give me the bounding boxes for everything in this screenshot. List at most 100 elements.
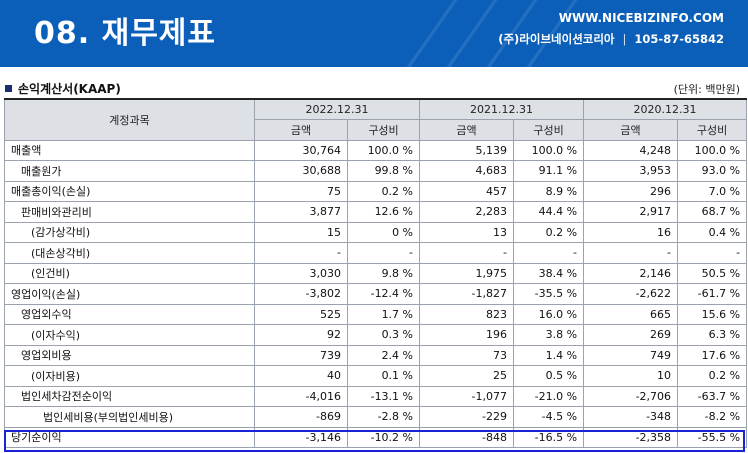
ratio-cell: 99.8 %	[346, 160, 421, 182]
amount-cell: 269	[583, 324, 679, 346]
ratio-cell: -16.5 %	[513, 426, 585, 448]
amount-cell: 2,146	[583, 262, 679, 284]
amount-cell: 3,877	[254, 201, 348, 223]
ratio-header: 구성비	[346, 119, 421, 141]
ratio-cell: 1.4 %	[513, 344, 585, 366]
amount-cell: 739	[254, 344, 348, 366]
ratio-cell: -13.1 %	[346, 385, 421, 407]
ratio-cell: -61.7 %	[677, 283, 748, 305]
ratio-cell: 0 %	[346, 221, 421, 243]
account-item: 영업외비용	[4, 344, 255, 366]
amount-cell: 2,283	[419, 201, 515, 223]
amount-cell: -2,706	[583, 385, 679, 407]
table-row: 법인세비용(부의법인세비용) -869 -2.8 % -229 -4.5 % -348 -8…	[4, 406, 748, 428]
ratio-cell: 1.7 %	[346, 303, 421, 325]
amount-cell: 16	[583, 221, 679, 243]
amount-cell: 30,688	[254, 160, 348, 182]
header-banner: 08. 재무제표 WWW.NICEBIZINFO.COM (주)라이브네이션코리…	[0, 0, 748, 67]
amount-cell: 30,764	[254, 139, 348, 161]
account-item: 매출총이익(손실)	[4, 180, 255, 202]
ratio-cell: 0.4 %	[677, 221, 748, 243]
page-title: 08. 재무제표	[34, 16, 216, 51]
ratio-cell: 44.4 %	[513, 201, 585, 223]
table-row: 당기순이익 -3,146 -10.2 % -848 -16.5 % -2,358 -55.5…	[4, 426, 748, 448]
account-item: (감가상각비)	[4, 221, 255, 243]
ratio-cell: 100.0 %	[346, 139, 421, 161]
ratio-header: 구성비	[513, 119, 585, 141]
amount-cell: -3,802	[254, 283, 348, 305]
ratio-header: 구성비	[677, 119, 748, 141]
banner-decor-stripe	[406, 0, 458, 67]
amount-cell: 25	[419, 365, 515, 387]
amount-cell: -2,358	[583, 426, 679, 448]
table-row: 매출원가 30,688 99.8 % 4,683 91.1 % 3,953 93.0 %	[4, 160, 748, 182]
ratio-cell: 0.3 %	[346, 324, 421, 346]
ratio-cell: 0.1 %	[346, 365, 421, 387]
table-row: 매출총이익(손실) 75 0.2 % 457 8.9 % 296 7.0 %	[4, 180, 748, 202]
amount-cell: -3,146	[254, 426, 348, 448]
table-row: (감가상각비) 15 0 % 13 0.2 % 16 0.4 %	[4, 221, 748, 243]
amount-cell: 13	[419, 221, 515, 243]
table-row: (이자수익) 92 0.3 % 196 3.8 % 269 6.3 %	[4, 324, 748, 346]
account-item: 매출액	[4, 139, 255, 161]
amount-header: 금액	[419, 119, 515, 141]
banner-decor-stripe	[446, 0, 498, 67]
section-heading: 손익계산서(KAAP)	[5, 80, 121, 97]
account-item: 매출원가	[4, 160, 255, 182]
account-item: (이자비용)	[4, 365, 255, 387]
table-row: (인건비) 3,030 9.8 % 1,975 38.4 % 2,146 50.5 %	[4, 262, 748, 284]
ratio-cell: 8.9 %	[513, 180, 585, 202]
ratio-cell: -2.8 %	[346, 406, 421, 428]
amount-cell: 1,975	[419, 262, 515, 284]
account-item: 영업외수익	[4, 303, 255, 325]
unit-label: (단위: 백만원)	[673, 83, 740, 96]
year-header: 2021.12.31	[419, 98, 585, 120]
ratio-cell: -12.4 %	[346, 283, 421, 305]
ratio-cell: 93.0 %	[677, 160, 748, 182]
amount-cell: 3,953	[583, 160, 679, 182]
ratio-cell: 6.3 %	[677, 324, 748, 346]
table-row: (이자비용) 40 0.1 % 25 0.5 % 10 0.2 %	[4, 365, 748, 387]
amount-cell: 40	[254, 365, 348, 387]
year-header: 2022.12.31	[253, 98, 421, 120]
amount-cell: 4,248	[583, 139, 679, 161]
ratio-cell: 50.5 %	[677, 262, 748, 284]
amount-cell: 10	[583, 365, 679, 387]
amount-cell: -2,622	[583, 283, 679, 305]
ratio-cell: -35.5 %	[513, 283, 585, 305]
amount-cell: -848	[419, 426, 515, 448]
account-item: 판매비와관리비	[4, 201, 255, 223]
ratio-cell: 16.0 %	[513, 303, 585, 325]
ratio-cell: 0.2 %	[513, 221, 585, 243]
ratio-cell: 38.4 %	[513, 262, 585, 284]
square-bullet-icon	[5, 85, 12, 92]
amount-cell: -229	[419, 406, 515, 428]
income-statement-table: 계정과목 2022.12.31 2021.12.31 2020.12.31 금액…	[4, 98, 748, 448]
amount-cell: 4,683	[419, 160, 515, 182]
amount-cell: -	[254, 242, 348, 264]
amount-cell: 823	[419, 303, 515, 325]
amount-cell: 73	[419, 344, 515, 366]
ratio-cell: 0.5 %	[513, 365, 585, 387]
business-number: 105-87-65842	[634, 32, 724, 46]
amount-cell: -348	[583, 406, 679, 428]
amount-cell: -869	[254, 406, 348, 428]
amount-cell: 75	[254, 180, 348, 202]
amount-cell: -4,016	[254, 385, 348, 407]
amount-cell: 525	[254, 303, 348, 325]
account-item: 법인세비용(부의법인세비용)	[4, 406, 255, 428]
table-row: (대손상각비) - - - - - -	[4, 242, 748, 264]
account-item: (대손상각비)	[4, 242, 255, 264]
amount-cell: 3,030	[254, 262, 348, 284]
ratio-cell: -21.0 %	[513, 385, 585, 407]
ratio-cell: 100.0 %	[513, 139, 585, 161]
table-row: 영업외비용 739 2.4 % 73 1.4 % 749 17.6 %	[4, 344, 748, 366]
ratio-cell: 91.1 %	[513, 160, 585, 182]
ratio-cell: -	[677, 242, 748, 264]
amount-cell: 296	[583, 180, 679, 202]
amount-cell: 5,139	[419, 139, 515, 161]
amount-cell: -	[583, 242, 679, 264]
ratio-cell: -	[346, 242, 421, 264]
account-item: (이자수익)	[4, 324, 255, 346]
amount-cell: -	[419, 242, 515, 264]
